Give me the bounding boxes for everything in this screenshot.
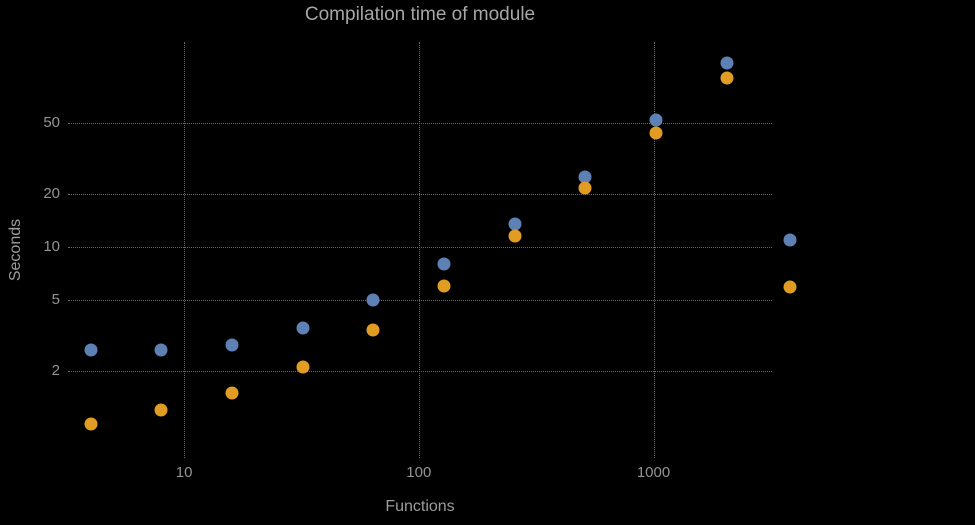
- y-axis-label: Seconds: [7, 218, 24, 282]
- point-series-2-x64: [366, 323, 380, 337]
- x-tick-1000: 1000: [636, 464, 671, 481]
- point-series-2-x16: [225, 386, 239, 400]
- x-axis-label: Functions: [385, 498, 455, 515]
- point-series-1-x32: [296, 321, 310, 334]
- gridline-y-5: [68, 300, 772, 302]
- gridline-y-2: [68, 370, 772, 372]
- point-series-2-x32: [296, 360, 310, 374]
- point-series-1-x16: [225, 338, 239, 352]
- point-series-1-x2048: [720, 56, 733, 70]
- x-tick-10: 10: [175, 464, 193, 481]
- x-tick-100: 100: [406, 464, 432, 481]
- gridline-y-20: [68, 193, 772, 195]
- point-series-2-x256: [508, 229, 522, 243]
- point-series-2-x128: [437, 279, 451, 293]
- point-series-2-x4: [84, 417, 98, 431]
- point-series-2-x1024: [649, 126, 663, 140]
- y-tick-5: 5: [51, 291, 60, 309]
- gridline-x-1000: [653, 42, 655, 458]
- point-series-1-x256: [508, 217, 522, 231]
- legend-marker-series-2: [783, 280, 797, 294]
- point-series-1-x1024: [649, 113, 663, 127]
- legend-marker-series-1: [783, 233, 797, 247]
- point-series-1-x512: [578, 170, 592, 183]
- point-series-2-x8: [154, 403, 168, 417]
- y-tick-2: 2: [51, 361, 60, 379]
- gridline-y-10: [68, 246, 772, 248]
- point-series-2-x512: [578, 181, 592, 195]
- point-series-1-x4: [84, 343, 98, 357]
- chart-title: Compilation time of module: [304, 4, 536, 25]
- gridline-x-100: [418, 42, 420, 458]
- y-tick-50: 50: [43, 114, 60, 132]
- point-series-1-x128: [437, 257, 451, 271]
- plot-area: [68, 42, 772, 458]
- y-tick-10: 10: [43, 237, 60, 255]
- y-tick-20: 20: [43, 184, 60, 202]
- point-series-2-x2048: [720, 71, 733, 85]
- gridline-x-10: [184, 42, 186, 458]
- point-series-1-x64: [366, 293, 380, 307]
- point-series-1-x8: [154, 343, 168, 357]
- gridline-y-50: [68, 123, 772, 125]
